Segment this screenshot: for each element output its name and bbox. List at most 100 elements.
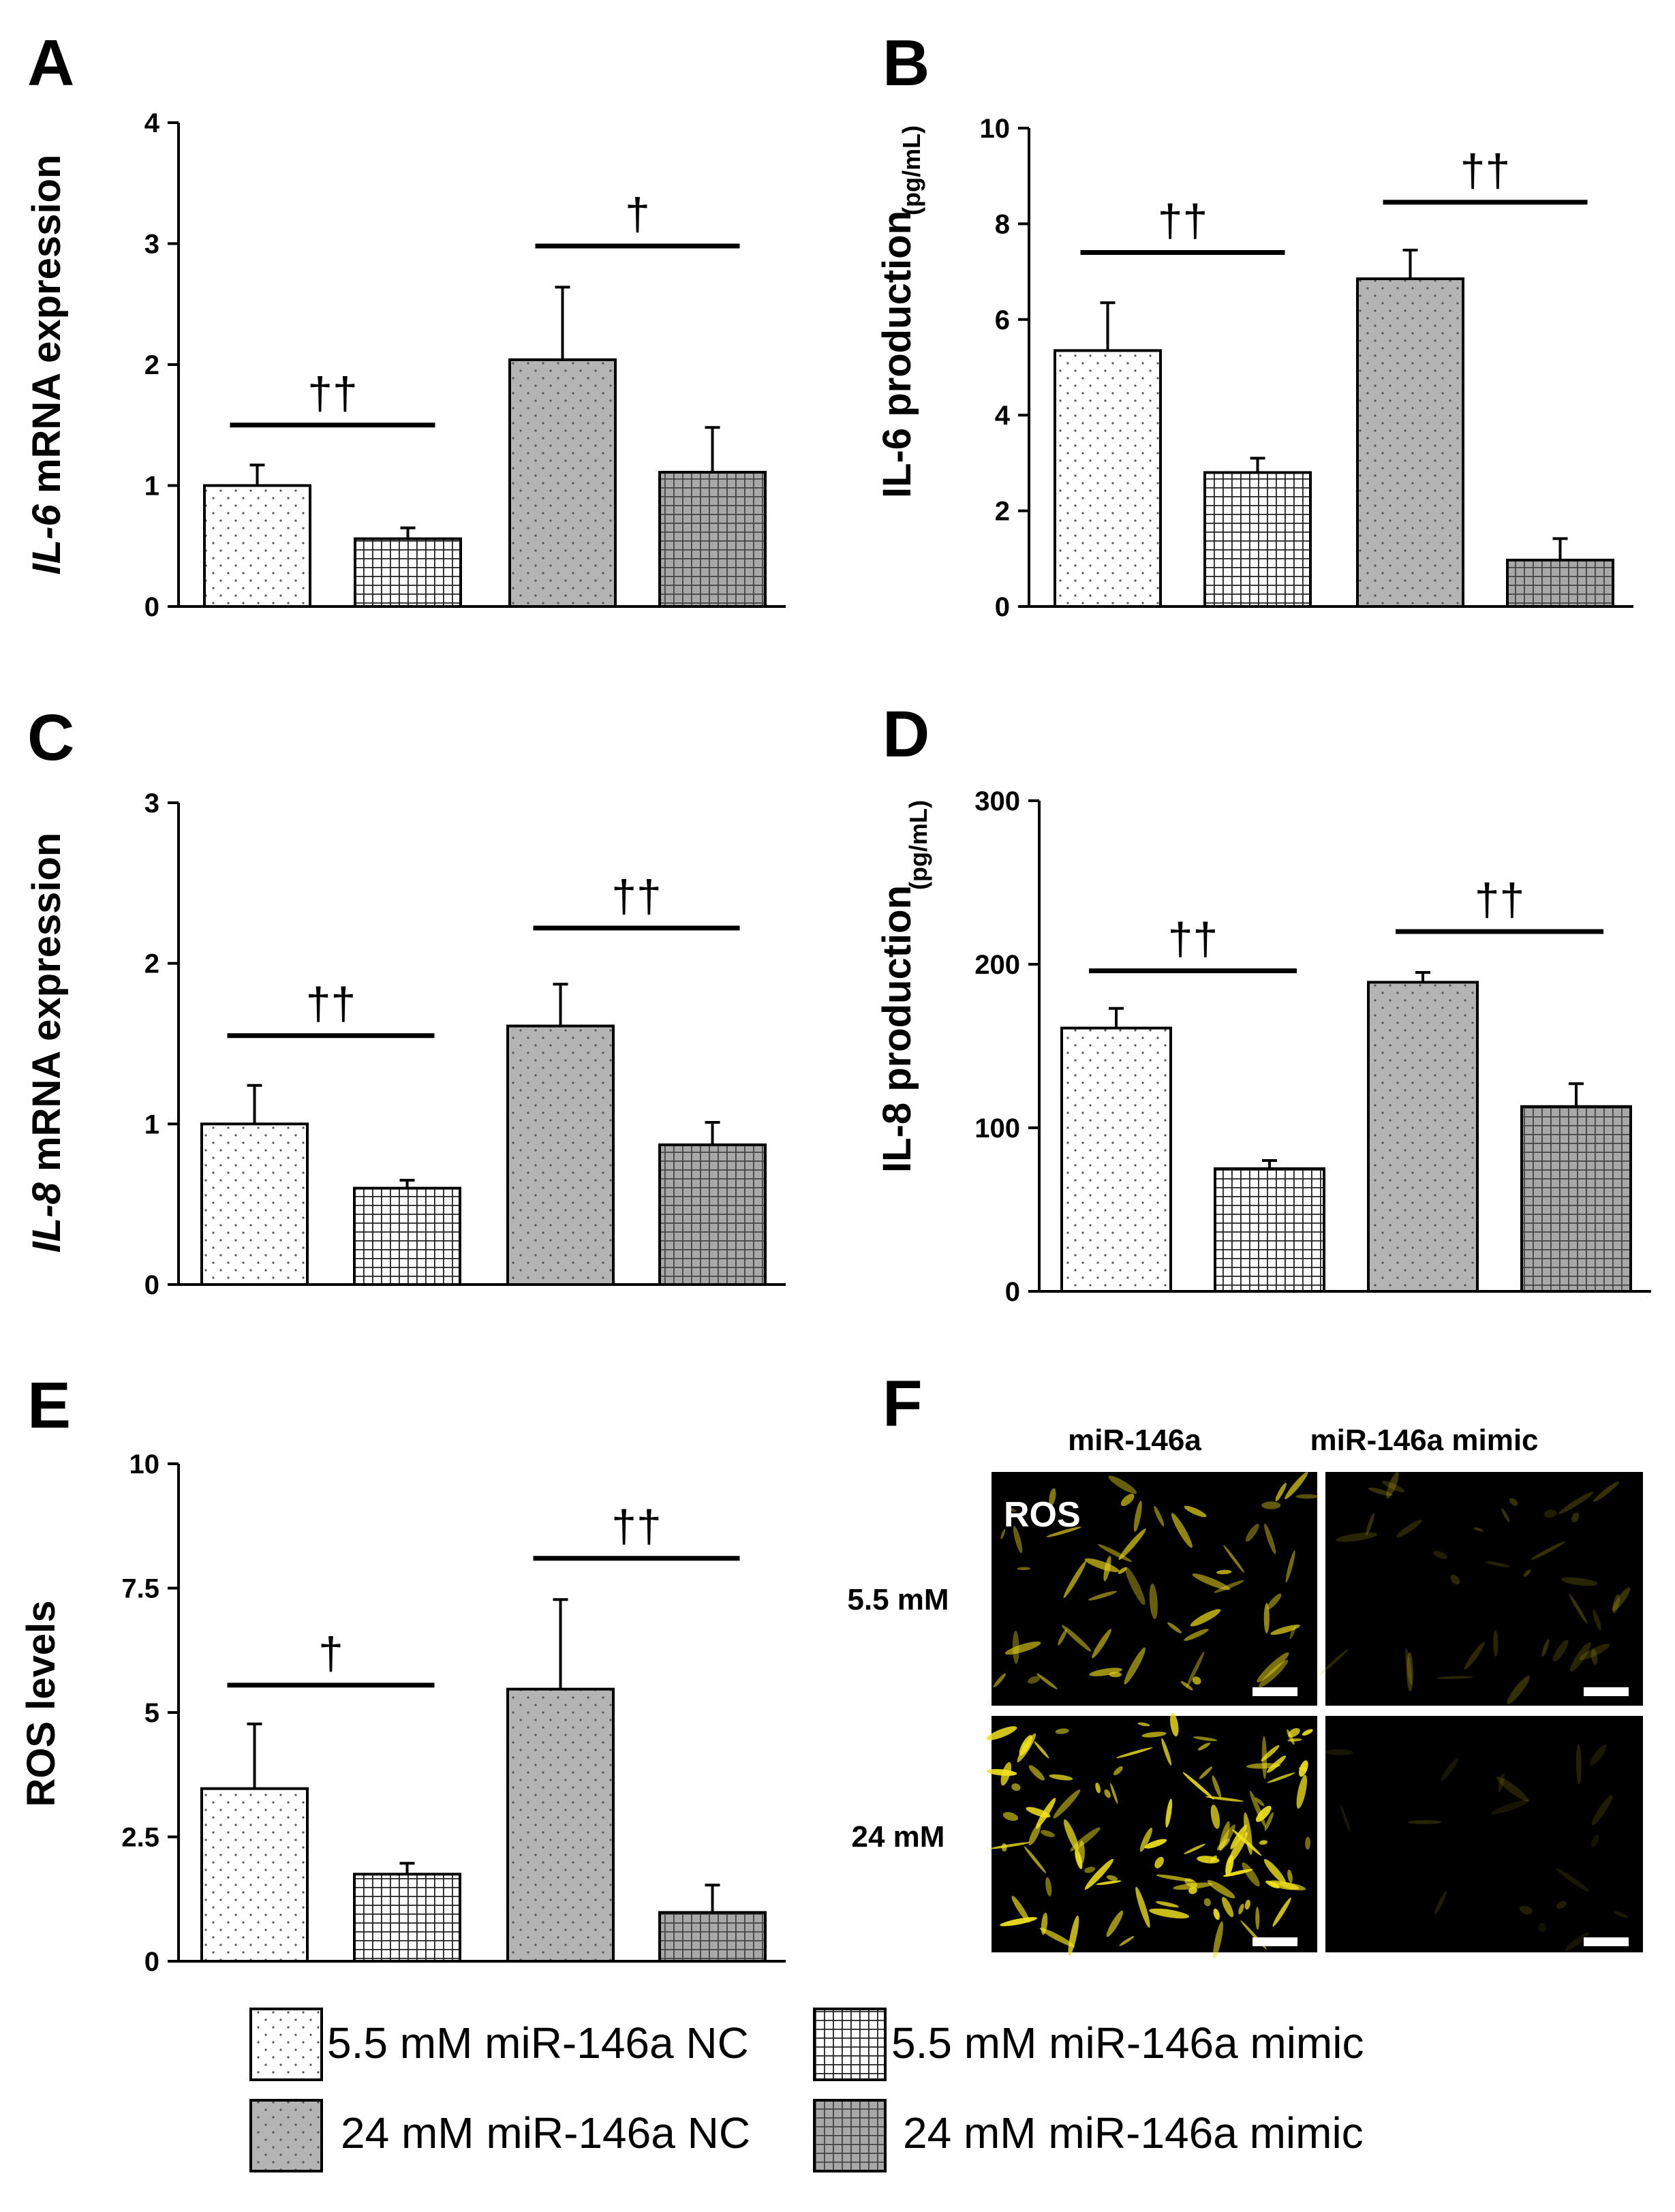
fluorescent-cell <box>1270 1625 1300 1635</box>
micrograph-5-5mm-mimic <box>1325 1472 1643 1706</box>
fluorescent-cell <box>1221 1896 1234 1918</box>
y-tick-label: 2 <box>144 949 159 979</box>
fluorescent-cell <box>1591 1834 1599 1847</box>
fluorescent-cell <box>1017 1567 1031 1571</box>
y-tick-label: 4 <box>144 108 160 138</box>
fluorescent-cell <box>1270 1881 1279 1888</box>
legend-swatch-24mm-mimic <box>813 2099 887 2172</box>
fluorescent-cell <box>1507 1676 1530 1704</box>
fluorescent-cell <box>1396 1520 1422 1537</box>
y-axis-label: IL-8 mRNA expression <box>25 833 69 1253</box>
bar <box>1054 349 1162 608</box>
y-tick-label: 3 <box>144 230 159 260</box>
fluorescent-cell <box>1571 1512 1580 1522</box>
fluorescent-cell <box>1257 1652 1289 1683</box>
panel-letter-f: F <box>882 1367 923 1440</box>
fluorescent-cell <box>1434 1890 1447 1915</box>
fluorescent-cell <box>1026 1807 1051 1818</box>
fluorescent-cell <box>986 1726 1017 1740</box>
fluorescent-cell <box>1244 1899 1250 1910</box>
fluorescent-cell <box>1184 1629 1209 1641</box>
fluorescent-cell <box>1556 1901 1567 1909</box>
bar <box>1367 981 1479 1293</box>
scale-bar <box>1253 1937 1297 1946</box>
fluorescent-cell <box>1088 1591 1118 1601</box>
micrograph-24mm-nc <box>992 1716 1317 1952</box>
fluorescent-cell <box>1000 1529 1006 1539</box>
fluorescent-cell <box>1110 1783 1118 1804</box>
fluorescent-cell <box>1184 1843 1205 1854</box>
fluorescent-cell <box>1154 1505 1165 1526</box>
fluorescent-cell <box>1205 1796 1244 1802</box>
fluorescent-cell <box>1106 1910 1124 1937</box>
column-header-1: miR-146a <box>1068 1424 1201 1457</box>
fluorescent-cell <box>1213 1921 1223 1959</box>
bar <box>508 358 617 609</box>
fluorescent-cell <box>1538 1922 1546 1933</box>
fluorescent-cell <box>1305 1837 1310 1850</box>
panel-letter: A <box>27 27 74 99</box>
y-tick-label: 6 <box>995 305 1010 335</box>
bar <box>1506 558 1614 609</box>
fluorescent-cell <box>1299 1760 1308 1777</box>
y-tick-label: 1 <box>144 472 159 502</box>
y-tick-label: 2.5 <box>121 1823 159 1853</box>
bar <box>658 470 767 608</box>
fluorescent-cell <box>1156 1901 1179 1908</box>
fluorescent-cell <box>1612 1594 1620 1614</box>
fluorescent-cell <box>1084 1858 1114 1890</box>
fluorescent-cell <box>1104 1789 1111 1798</box>
fluorescent-cell <box>1098 1544 1132 1562</box>
fluorescent-cell <box>1264 1523 1276 1554</box>
fluorescent-cell <box>1156 1874 1194 1882</box>
fluorescent-cell <box>1450 1574 1460 1585</box>
fluorescent-cell <box>1543 1509 1557 1518</box>
legend-label-24mm-nc: 24 mM miR-146a NC <box>341 2108 750 2157</box>
fluorescent-cell <box>1366 1513 1374 1536</box>
fluorescent-cell <box>1289 1625 1296 1639</box>
fluorescent-cell <box>1441 1757 1459 1781</box>
legend-label-5-5mm-nc: 5.5 mM miR-146a NC <box>327 2018 749 2068</box>
fluorescent-cell <box>1569 1593 1588 1624</box>
fluorescent-cell <box>1002 1812 1019 1822</box>
fluorescent-cell <box>1041 1830 1055 1837</box>
micrograph-5-5mm-nc <box>992 1472 1317 1706</box>
fluorescent-cell <box>1013 1526 1023 1554</box>
fluorescent-cell <box>1106 1875 1118 1881</box>
fluorescent-cell <box>1084 1558 1120 1572</box>
fluorescent-cell <box>1190 1609 1221 1627</box>
y-tick-label: 10 <box>980 114 1011 144</box>
fluorescent-cell <box>1255 1805 1272 1822</box>
fluorescent-cell <box>1238 1903 1244 1915</box>
fluorescent-cell <box>1103 1556 1111 1582</box>
fluorescent-cell <box>1141 1732 1167 1738</box>
fluorescent-cell <box>1285 1472 1308 1499</box>
fluorescent-cell <box>1053 1789 1081 1819</box>
fluorescent-cell <box>1231 1829 1262 1856</box>
fluorescent-cell <box>1084 1867 1096 1873</box>
bar <box>203 484 311 608</box>
bar <box>506 1024 615 1286</box>
bar <box>658 1911 767 1963</box>
fluorescent-cell <box>1118 1529 1146 1561</box>
fluorescent-cell <box>1249 1790 1266 1828</box>
fluorescent-cell <box>1501 1508 1510 1522</box>
fluorescent-cell <box>1295 1494 1319 1499</box>
significance-mark: †† <box>611 1501 661 1552</box>
fluorescent-cell <box>1149 1583 1158 1619</box>
panel-letter: B <box>882 27 929 99</box>
fluorescent-cell <box>1019 1734 1032 1756</box>
fluorescent-cell <box>1154 1856 1164 1869</box>
y-tick-label: 300 <box>974 786 1020 816</box>
fluorescent-cell <box>1579 1644 1610 1661</box>
fluorescent-cell <box>1263 1603 1270 1634</box>
fluorescent-cell <box>1041 1912 1048 1935</box>
panel-letter: E <box>27 1369 71 1442</box>
fluorescent-cell <box>1541 1639 1550 1657</box>
fluorescent-cell <box>1368 1487 1393 1496</box>
fluorescent-cell <box>1561 1577 1598 1586</box>
fluorescent-cell <box>1184 1505 1207 1518</box>
bar <box>1520 1105 1632 1293</box>
y-axis-label: IL-8 production <box>875 885 919 1173</box>
